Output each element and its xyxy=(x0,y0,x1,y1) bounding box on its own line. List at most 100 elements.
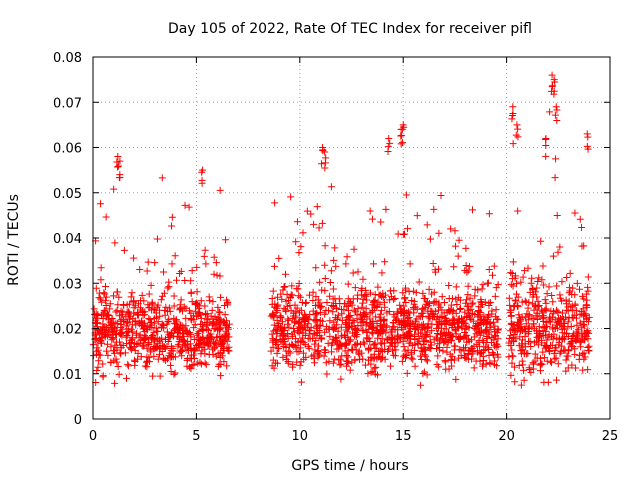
data-point xyxy=(505,294,513,302)
data-point xyxy=(524,330,532,338)
data-point xyxy=(203,310,211,318)
data-point xyxy=(520,376,528,384)
data-point xyxy=(196,358,204,366)
data-point xyxy=(216,186,224,194)
data-point xyxy=(513,302,521,310)
data-point xyxy=(397,132,405,140)
data-point xyxy=(366,289,374,297)
data-point xyxy=(537,361,545,369)
data-point xyxy=(270,321,278,329)
data-point xyxy=(403,352,411,360)
data-point xyxy=(394,339,402,347)
data-point xyxy=(213,271,221,279)
data-point xyxy=(370,354,378,362)
data-point xyxy=(193,301,201,309)
data-point xyxy=(535,323,543,331)
data-point xyxy=(177,267,185,275)
data-point xyxy=(214,303,222,311)
data-point xyxy=(380,326,388,334)
data-point xyxy=(202,260,210,268)
x-tick-label: 15 xyxy=(395,429,412,444)
data-point xyxy=(580,317,588,325)
data-point xyxy=(367,360,375,368)
data-point xyxy=(449,308,457,316)
data-point xyxy=(113,326,121,334)
data-point xyxy=(449,307,457,315)
data-point xyxy=(117,350,125,358)
data-point xyxy=(517,278,525,286)
data-point xyxy=(411,324,419,332)
data-point xyxy=(333,315,341,323)
data-point xyxy=(318,219,326,227)
data-point xyxy=(509,103,517,111)
data-point xyxy=(291,318,299,326)
data-point xyxy=(176,349,184,357)
data-point xyxy=(104,351,112,359)
data-point xyxy=(354,305,362,313)
data-point xyxy=(364,335,372,343)
data-point xyxy=(98,339,106,347)
data-point xyxy=(463,312,471,320)
data-point xyxy=(201,302,209,310)
data-point xyxy=(184,329,192,337)
data-point xyxy=(436,346,444,354)
data-point xyxy=(454,252,462,260)
data-point xyxy=(360,340,368,348)
data-point xyxy=(331,244,339,252)
data-point xyxy=(193,341,201,349)
data-point xyxy=(165,278,173,286)
data-point xyxy=(180,337,188,345)
data-point xyxy=(387,362,395,370)
data-point xyxy=(377,218,385,226)
data-point xyxy=(309,296,317,304)
data-point xyxy=(110,185,118,193)
data-point xyxy=(320,352,328,360)
data-point xyxy=(206,297,214,305)
data-point xyxy=(375,348,383,356)
data-point xyxy=(307,324,315,332)
data-point xyxy=(343,253,351,261)
data-point xyxy=(201,246,209,254)
data-point xyxy=(455,334,463,342)
data-point xyxy=(141,311,149,319)
data-point xyxy=(350,245,358,253)
data-point xyxy=(142,333,150,341)
data-point xyxy=(113,358,121,366)
data-point xyxy=(554,308,562,316)
data-point xyxy=(556,291,564,299)
data-point xyxy=(216,315,224,323)
data-point xyxy=(293,218,301,226)
data-point xyxy=(410,320,418,328)
data-point xyxy=(150,314,158,322)
data-point xyxy=(414,329,422,337)
data-point xyxy=(554,248,562,256)
data-point xyxy=(547,357,555,365)
data-point xyxy=(392,346,400,354)
data-point xyxy=(147,281,155,289)
data-point xyxy=(508,346,516,354)
data-point xyxy=(209,298,217,306)
data-point xyxy=(173,333,181,341)
data-point xyxy=(438,293,446,301)
data-point xyxy=(402,298,410,306)
data-point xyxy=(510,302,518,310)
data-point xyxy=(486,359,494,367)
data-point xyxy=(327,183,335,191)
data-point xyxy=(362,286,370,294)
data-point xyxy=(342,340,350,348)
data-point xyxy=(425,285,433,293)
data-point xyxy=(381,258,389,266)
data-point xyxy=(411,362,419,370)
y-tick-label: 0.04 xyxy=(53,232,82,247)
data-point xyxy=(130,356,138,364)
data-point xyxy=(445,294,453,302)
data-point xyxy=(269,311,277,319)
data-point xyxy=(353,327,361,335)
data-point xyxy=(505,353,513,361)
data-point xyxy=(146,316,154,324)
data-point xyxy=(346,366,354,374)
data-point xyxy=(358,284,366,292)
data-point xyxy=(179,343,187,351)
data-point xyxy=(223,344,231,352)
data-point xyxy=(165,331,173,339)
